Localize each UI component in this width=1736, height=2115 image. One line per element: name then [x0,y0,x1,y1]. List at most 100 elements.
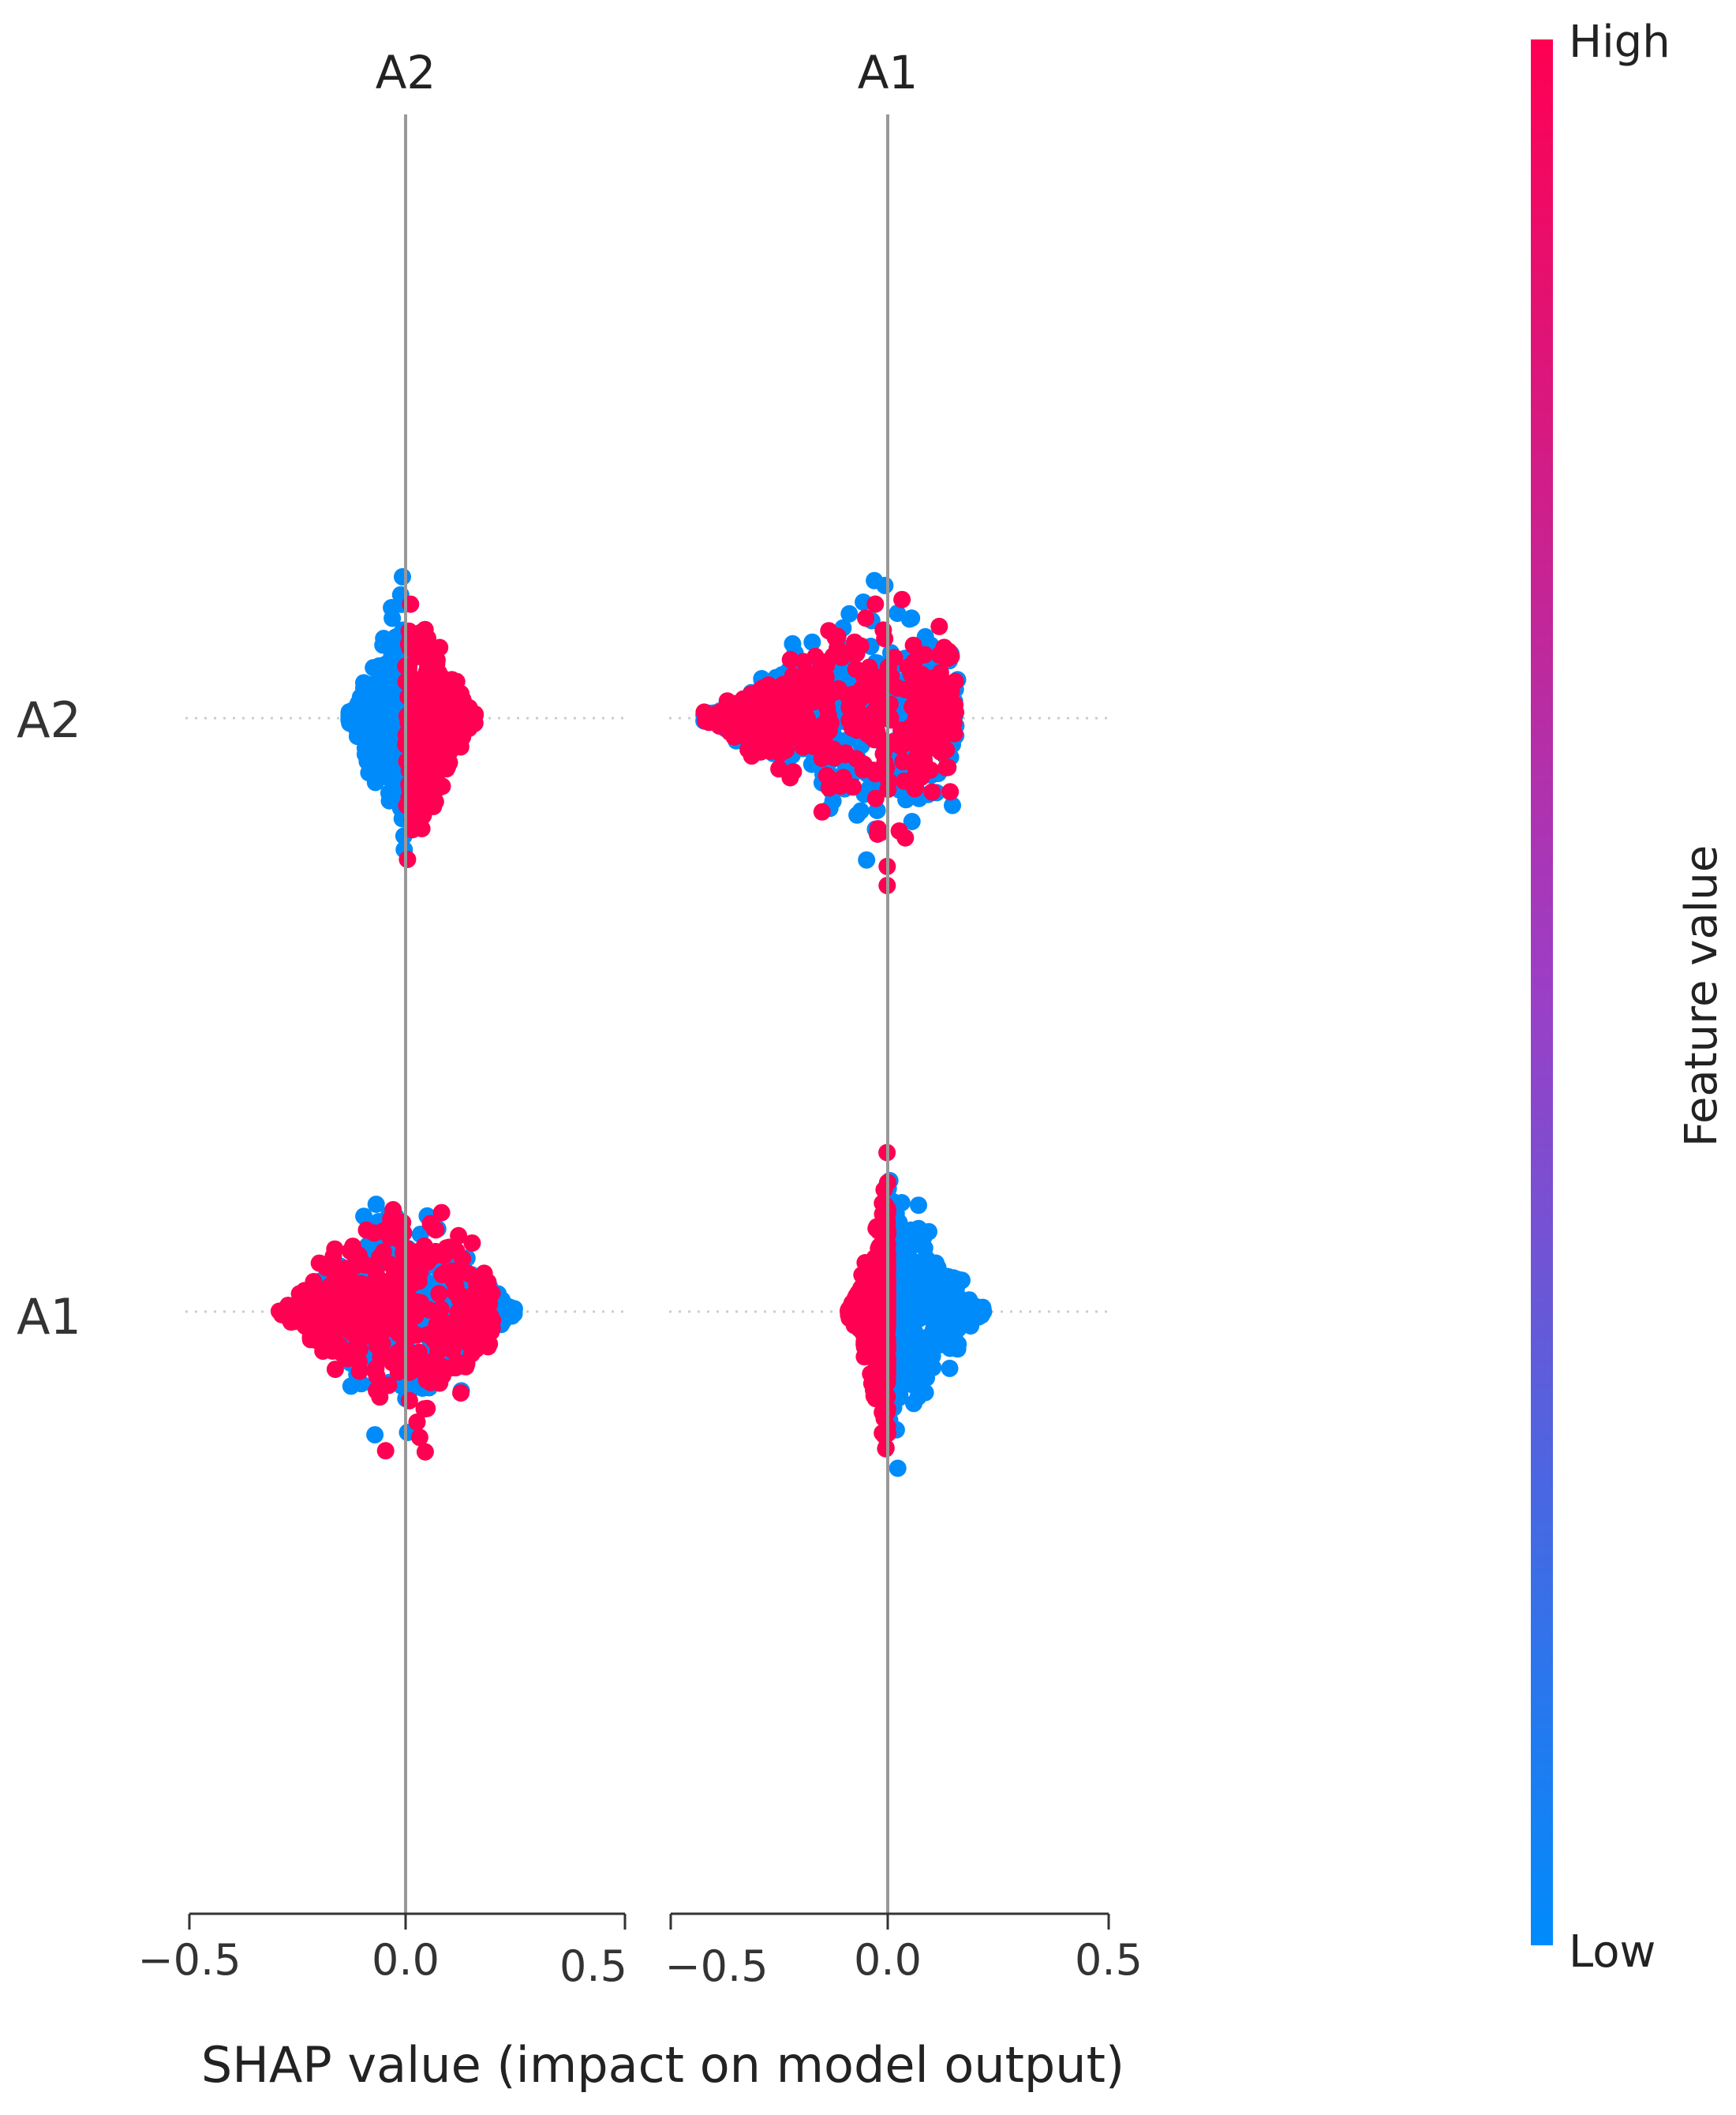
x-tick-label: 0.0 [372,1935,440,1985]
shap-point [367,1196,385,1213]
shap-point [443,1262,462,1280]
shap-point [357,1221,376,1239]
shap-point [423,1353,441,1371]
shap-point [814,716,832,734]
shap-point [355,1207,373,1226]
shap-point [419,700,437,718]
shap-point [457,1357,475,1376]
shap-point [382,1256,400,1274]
shap-point [794,738,812,756]
shap-point [381,1229,399,1247]
shap-point [452,1384,470,1402]
x-tick-label: 0.5 [1075,1935,1143,1985]
shap-point [369,1283,387,1301]
shap-point [356,1327,374,1344]
shap-point [870,1351,889,1369]
shap-point [896,680,915,698]
shap-point [859,724,877,743]
shap-point [826,629,844,647]
shap-point [373,1335,391,1353]
x-axis-panel2: −0.5 0.0 0.5 [664,1912,1143,1991]
shap-point [903,1346,921,1363]
shap-point [916,1383,934,1402]
shap-point [383,599,401,616]
shap-point [395,1224,413,1242]
shap-point [475,1264,493,1282]
shap-point [369,718,387,736]
shap-point [410,1343,428,1361]
shap-point [903,665,921,683]
shap-point [905,756,923,774]
shap-point [326,1306,344,1324]
shap-point [483,1320,501,1338]
shap-point [412,731,430,749]
shap-point [877,1439,895,1457]
shap-point [384,1200,402,1218]
shap-point [481,1307,499,1325]
shap-point [748,732,766,751]
panel-title-a2: A2 [376,46,436,99]
shap-point [876,630,894,648]
shap-point [415,1400,433,1418]
shap-point [937,758,955,777]
shap-point [923,783,941,801]
shap-point [382,1214,399,1232]
shap-point [781,650,799,668]
shap-point [874,701,892,719]
x-tick-label: −0.5 [137,1935,241,1985]
shap-point [769,686,787,704]
shap-point [889,605,907,623]
shap-point [447,1276,465,1294]
shap-point [398,851,417,868]
shap-point [860,658,878,676]
shap-point [321,1282,339,1301]
shap-point [866,789,885,807]
shap-point [415,672,432,690]
shap-point [419,766,437,784]
row-label-a1: A1 [17,1288,81,1346]
shap-point [463,1234,481,1252]
shap-point [413,647,431,665]
shap-point [376,1442,395,1460]
shap-point [911,725,930,743]
shap-point [459,1264,477,1282]
shap-point [858,851,876,869]
shap-point [869,675,887,692]
x-tick-label: 0.0 [854,1935,922,1985]
shap-point [366,1426,384,1444]
shap-point [298,1315,316,1332]
shap-point [500,1301,518,1320]
shap-point [817,766,836,784]
shap-point [383,1353,401,1372]
shap-point [431,751,449,769]
shap-point [866,571,884,590]
shap-point [939,1306,957,1324]
shap-point [350,1353,368,1371]
shap-point [342,1377,360,1395]
shap-point [867,1219,885,1237]
shap-point [435,1247,453,1265]
shap-point [922,1332,940,1350]
shap-point [698,713,716,731]
shap-point [903,813,921,830]
shap-point [433,777,451,795]
shap-point [941,1339,959,1357]
shap-point [431,638,449,657]
shap-point [972,1306,990,1324]
shap-point [896,829,915,847]
shap-point [340,711,358,728]
shap-point [480,1286,498,1305]
shap-point [436,1315,454,1333]
shap-point [900,1330,919,1348]
shap-point [931,664,949,682]
shap-point [813,803,831,821]
shap-point [784,634,802,653]
shap-point [370,682,387,700]
colorbar-title: Feature value [1676,845,1727,1147]
shap-point [337,1260,355,1278]
row-label-a2: A2 [17,691,81,749]
shap-point [893,590,911,608]
shap-point [874,745,892,763]
shap-point [903,609,921,627]
